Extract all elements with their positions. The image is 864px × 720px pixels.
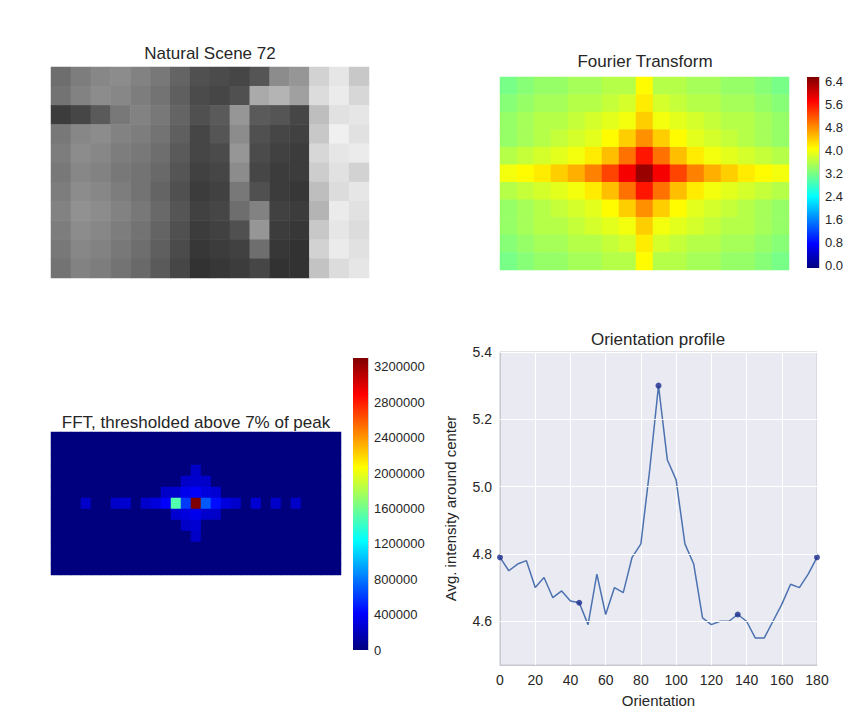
svg-text:3200000: 3200000 — [374, 359, 425, 374]
svg-text:2800000: 2800000 — [374, 395, 425, 410]
svg-text:2000000: 2000000 — [374, 466, 425, 481]
svg-text:5.4: 5.4 — [473, 344, 493, 360]
svg-text:4.6: 4.6 — [473, 613, 493, 629]
svg-text:40: 40 — [563, 672, 579, 688]
svg-text:1200000: 1200000 — [374, 536, 425, 551]
svg-text:Avg. intensity around center: Avg. intensity around center — [442, 416, 459, 602]
svg-text:400000: 400000 — [374, 607, 417, 622]
svg-text:4.0: 4.0 — [825, 143, 843, 158]
svg-text:80: 80 — [633, 672, 649, 688]
svg-text:60: 60 — [598, 672, 614, 688]
svg-text:120: 120 — [700, 672, 724, 688]
svg-text:5.6: 5.6 — [825, 97, 843, 112]
svg-text:FFT, thresholded above 7% of p: FFT, thresholded above 7% of peak — [62, 413, 331, 432]
svg-text:140: 140 — [735, 672, 759, 688]
svg-text:20: 20 — [527, 672, 543, 688]
svg-text:180: 180 — [805, 672, 829, 688]
svg-text:0: 0 — [374, 643, 381, 658]
svg-text:Fourier Transform: Fourier Transform — [577, 52, 712, 71]
svg-text:0.8: 0.8 — [825, 235, 843, 250]
svg-text:1600000: 1600000 — [374, 501, 425, 516]
svg-text:100: 100 — [664, 672, 688, 688]
svg-text:Orientation profile: Orientation profile — [591, 330, 725, 349]
svg-text:6.4: 6.4 — [825, 74, 843, 89]
svg-text:2400000: 2400000 — [374, 430, 425, 445]
svg-text:5.2: 5.2 — [473, 411, 493, 427]
svg-text:5.0: 5.0 — [473, 479, 493, 495]
svg-text:Natural Scene 72: Natural Scene 72 — [144, 44, 275, 63]
svg-text:160: 160 — [770, 672, 794, 688]
svg-text:1.6: 1.6 — [825, 212, 843, 227]
svg-text:0.0: 0.0 — [825, 258, 843, 273]
svg-text:2.4: 2.4 — [825, 189, 843, 204]
svg-text:4.8: 4.8 — [473, 546, 493, 562]
svg-text:3.2: 3.2 — [825, 166, 843, 181]
svg-text:800000: 800000 — [374, 572, 417, 587]
svg-text:0: 0 — [496, 672, 504, 688]
svg-text:Orientation: Orientation — [622, 692, 695, 709]
svg-text:4.8: 4.8 — [825, 120, 843, 135]
